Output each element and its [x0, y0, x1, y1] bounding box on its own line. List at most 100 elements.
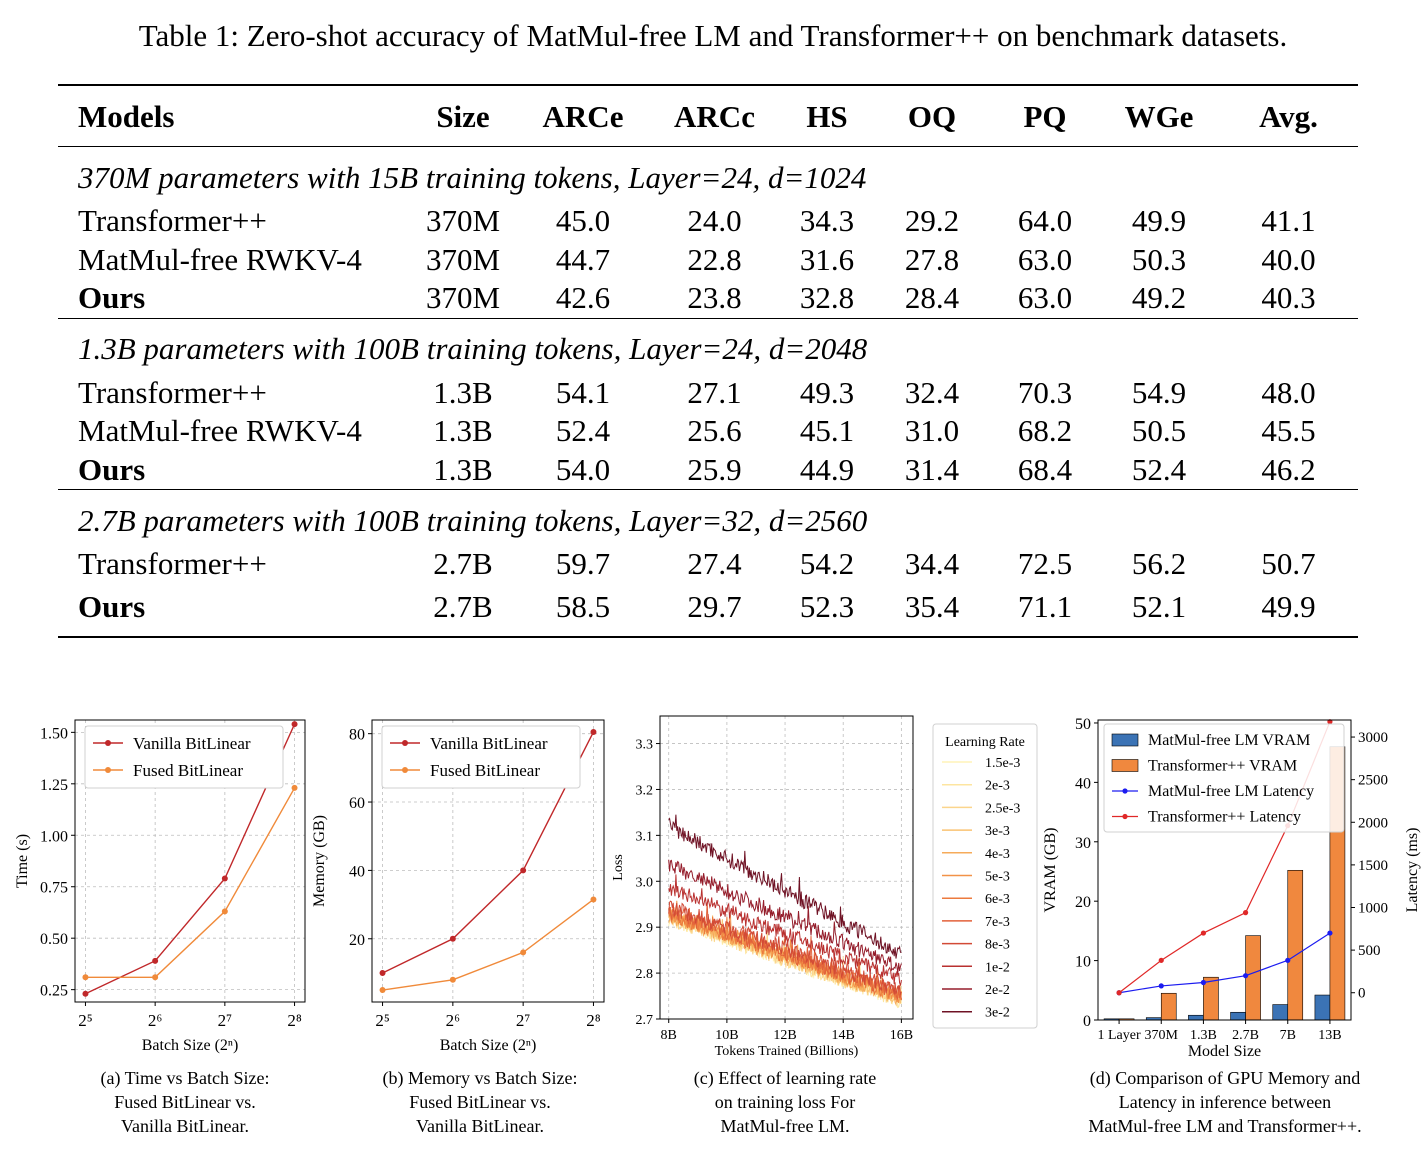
x-axis-label: Batch Size (2ⁿ) [440, 1037, 537, 1054]
value-cell: 1.3B [433, 374, 493, 410]
legend-title: Learning Rate [945, 735, 1025, 750]
value-cell: 34.4 [904, 546, 960, 582]
group-header-row: 370M parameters with 15B training tokens… [58, 147, 1358, 203]
value-cell: 68.4 [1017, 451, 1073, 487]
model-cell: Transformer++ [78, 374, 267, 410]
legend-label: 7e-3 [985, 915, 1010, 930]
data-point [449, 935, 456, 942]
data-point [152, 957, 159, 964]
legend-label: 1.5e-3 [985, 756, 1020, 771]
col-header-arcc: ARCc [648, 84, 781, 147]
model-cell: Transformer++ [78, 546, 267, 582]
chart-c-svg: 2.7 2.8 2.9 3.0 3.1 3.2 3.3 8B 10B 12B 14B 16B Token… [611, 715, 1038, 1059]
chart-b-svg: 20 40 60 80 2⁵ 2⁶ 2⁷ 2⁸ Batch Size (2ⁿ) Memory (G… [311, 719, 605, 1054]
value-cell: 52.4 [1131, 451, 1187, 487]
data-point [1158, 983, 1164, 989]
value-cell: 49.9 [1131, 203, 1187, 239]
y-axis-label: Memory (GB) [311, 815, 328, 907]
plot-frame [74, 719, 306, 1003]
x-tick-label: 1 Layer [1098, 1028, 1141, 1043]
data-point [1116, 990, 1122, 996]
value-cell: 72.5 [1017, 546, 1073, 582]
y-tick-label: 1.00 [40, 828, 68, 845]
series-line-3 [668, 909, 902, 1004]
x-tick-label: 12B [773, 1028, 796, 1043]
y-tick-label-right: 500 [1358, 943, 1381, 959]
value-cell: 25.9 [687, 451, 742, 487]
bar [1272, 1004, 1289, 1021]
value-cell: 31.4 [904, 451, 960, 487]
x-axis-label: Tokens Trained (Billions) [715, 1044, 859, 1059]
group-title: 370M parameters with 15B training tokens… [78, 159, 867, 195]
data-point [520, 949, 527, 956]
data-point [221, 875, 228, 882]
subcaption-d-line1: (d) Comparison of GPU Memory and [1089, 1068, 1361, 1088]
value-cell: 64.0 [1017, 203, 1073, 239]
table-row: MatMul-free RWKV-4 370M 44.7 22.8 31.6 27.8 63… [58, 241, 1358, 280]
value-cell: 2.7B [433, 546, 493, 582]
series-line-1 [382, 898, 594, 991]
legend: Vanilla BitLinear Fused BitLinear [381, 725, 581, 789]
subcaption-b-line1: (b) Memory vs Batch Size: [382, 1068, 578, 1088]
plot-frame [371, 719, 605, 1003]
legend-label: MatMul-free LM Latency [1148, 783, 1314, 800]
table-caption: Table 1: Zero-shot accuracy of MatMul-fr… [138, 18, 1288, 53]
legend-label: 5e-3 [985, 870, 1010, 885]
x-tick-label: 14B [832, 1028, 855, 1043]
y-tick-label: 80 [349, 727, 365, 744]
data-point [1242, 910, 1249, 916]
subcaption-a: (a) Time vs Batch Size: Fused BitLinear … [60, 1066, 310, 1138]
value-cell: 27.1 [687, 374, 742, 410]
subcaption-d-line3: MatMul-free LM and Transformer++. [1088, 1116, 1362, 1136]
y-tick-label-right: 1500 [1358, 858, 1388, 874]
legend-swatch-marker [402, 740, 408, 746]
x-tick-label: 2⁷ [516, 1011, 531, 1030]
subcaption-c-line1: (c) Effect of learning rate [693, 1068, 877, 1088]
value-cell: 44.9 [799, 451, 855, 487]
col-header-oq: OQ [873, 84, 991, 147]
plot-frame [659, 715, 914, 1020]
value-cell: 31.6 [799, 241, 855, 277]
bar [1245, 935, 1261, 1021]
value-cell: 45.1 [799, 413, 855, 449]
y-tick-label: 40 [1075, 775, 1091, 792]
legend-label: 1e-2 [985, 960, 1010, 975]
figure-a-time-vs-batch: 0.25 0.50 0.75 1.00 1.25 1.50 2⁵ 2⁶ 2⁷ 2⁸ Batch Si… [0, 704, 320, 1064]
x-tick-label: 2⁶ [148, 1011, 163, 1030]
model-cell: Ours [58, 583, 408, 638]
group-title: 1.3B parameters with 100B training token… [58, 317, 1358, 374]
col-header-wge: WGe [1099, 84, 1219, 147]
y-tick-label: 3.1 [636, 829, 654, 844]
latency-line [1118, 932, 1331, 994]
value-cell: 25.6 [687, 413, 742, 449]
x-tick-label: 13B [1318, 1028, 1341, 1043]
series-line-7 [668, 902, 902, 1001]
x-axis-label: Model Size [1188, 1043, 1261, 1060]
bar [1160, 992, 1177, 1021]
value-cell: 50.5 [1131, 413, 1187, 449]
group-header-row: 1.3B parameters with 100B training token… [58, 317, 1358, 374]
legend-box [84, 725, 284, 789]
value-cell: 49.2 [1131, 280, 1187, 316]
value-cell: 23.8 [687, 280, 742, 316]
data-point [590, 896, 597, 903]
table-row: Transformer++ 2.7B 59.7 27.4 54.2 34.4 72.5 56.… [58, 545, 1358, 584]
value-cell: 27.4 [687, 546, 742, 582]
value-cell: 50.3 [1131, 241, 1187, 277]
x-tick-label: 16B [890, 1028, 913, 1043]
value-cell: 34.3 [799, 203, 855, 239]
bar [1188, 1014, 1204, 1021]
y-tick-label-right: 2500 [1358, 773, 1388, 789]
data-point [1200, 930, 1207, 936]
value-cell: 32.8 [799, 280, 855, 316]
value-cell: 45.0 [555, 203, 611, 239]
data-point [1327, 930, 1333, 936]
legend-box [932, 723, 1038, 1029]
value-cell: 63.0 [1017, 280, 1073, 316]
y-tick-label: 60 [349, 795, 365, 812]
legend: Learning Rate 1.5e-3 2e-3 2.5e-3 3e-3 4e-3 5e-… [932, 723, 1038, 1029]
x-tick-label: 370M [1145, 1028, 1179, 1043]
legend-label: 6e-3 [985, 892, 1010, 907]
figure-c-learning-rate-loss: 2.7 2.8 2.9 3.0 3.1 3.2 3.3 8B 10B 12B 14B 16B Token… [600, 704, 1050, 1064]
value-cell: 22.8 [687, 241, 742, 277]
